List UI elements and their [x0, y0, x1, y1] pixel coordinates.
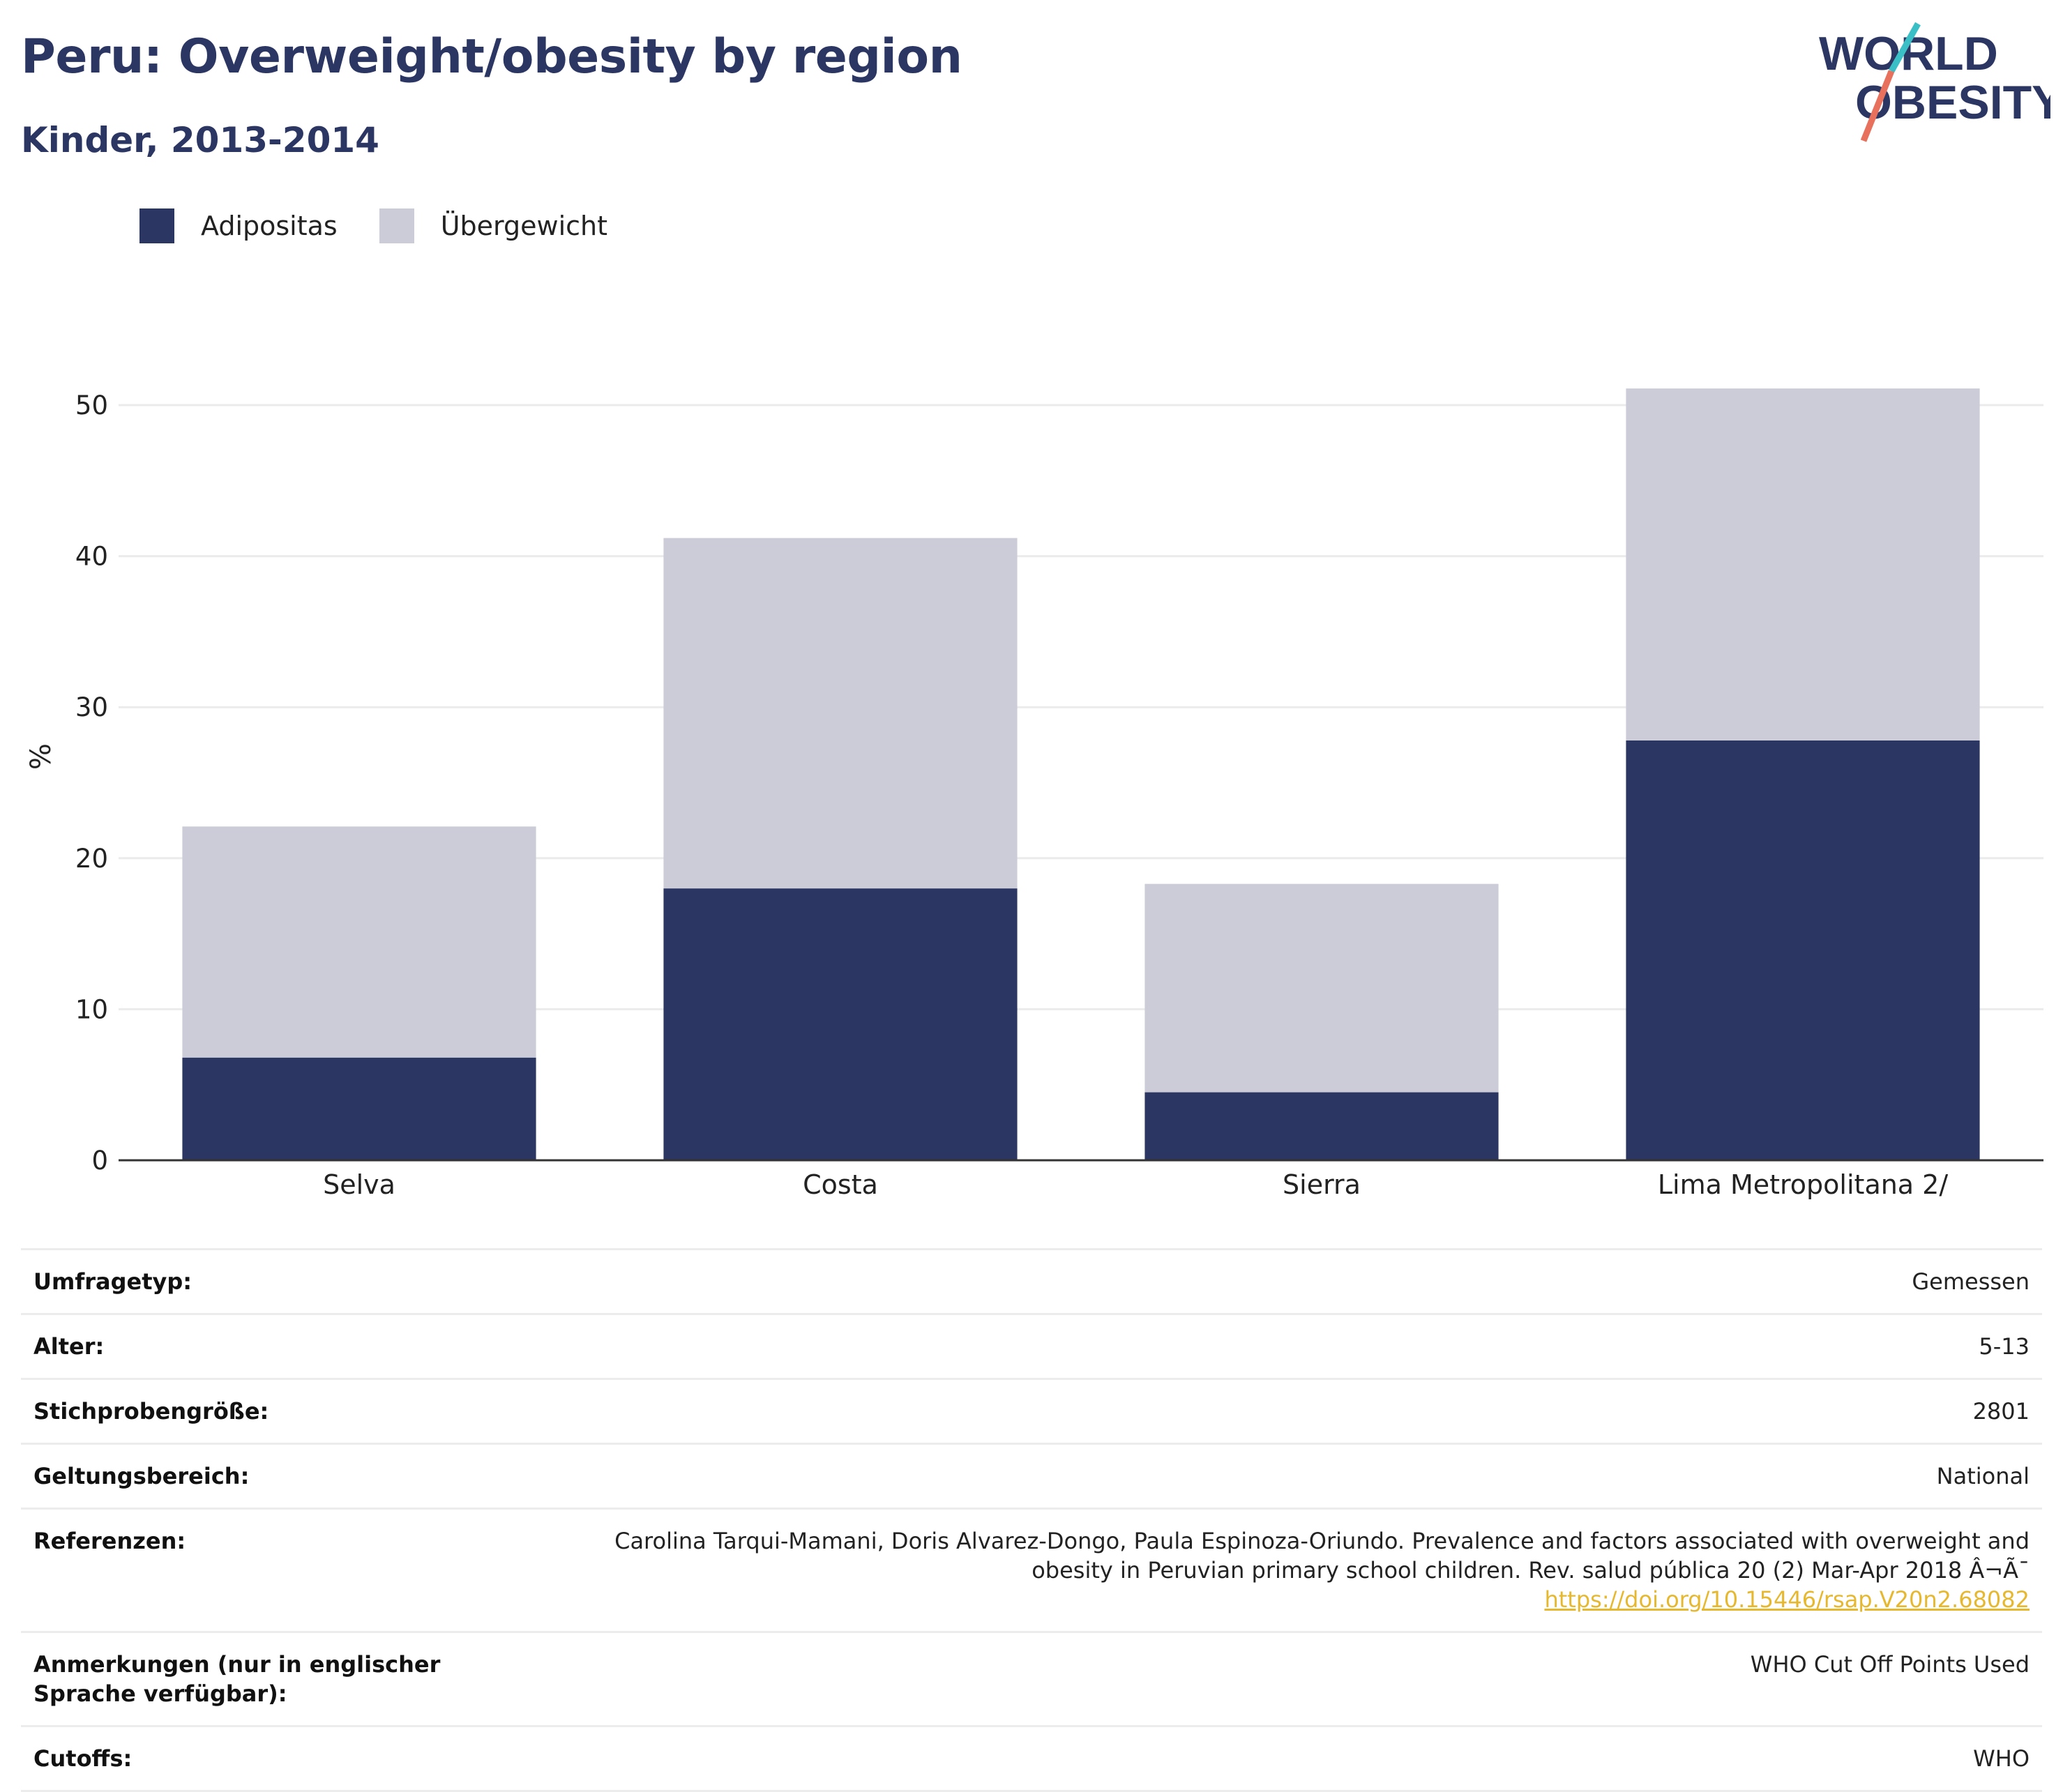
info-row-survey-type: Umfragetyp: Gemessen	[21, 1249, 2042, 1314]
bar-segment-overweight	[182, 826, 536, 1058]
y-tick-label: 50	[75, 390, 108, 420]
info-row-cutoffs: Cutoffs: WHO	[21, 1726, 2042, 1791]
info-value: National	[1936, 1463, 2030, 1489]
info-label: Anmerkungen (nur in englischer Sprache v…	[33, 1651, 441, 1707]
info-value: WHO Cut Off Points Used	[1750, 1651, 2030, 1678]
info-label: Stichprobengröße:	[33, 1398, 269, 1425]
legend-label-obesity: Adipositas	[201, 211, 338, 241]
info-row-scope: Geltungsbereich: National	[21, 1443, 2042, 1509]
info-label: Umfragetyp:	[33, 1268, 192, 1295]
x-tick-label: Sierra	[1283, 1169, 1361, 1200]
info-row-references: Referenzen: Carolina Tarqui-Mamani, Dori…	[21, 1508, 2042, 1632]
chart-subtitle: Kinder, 2013-2014	[21, 120, 379, 160]
info-row-notes: Anmerkungen (nur in englischer Sprache v…	[21, 1632, 2042, 1726]
info-value: Carolina Tarqui-Mamani, Doris Alvarez-Do…	[534, 1509, 2042, 1632]
bar-segment-overweight	[1144, 883, 1499, 1093]
logo-slash-top	[1889, 22, 1921, 73]
info-table: Umfragetyp: Gemessen Alter: 5-13 Stichpr…	[21, 1248, 2042, 1792]
info-value: WHO	[1973, 1745, 2030, 1772]
legend-swatch-obesity	[139, 208, 174, 243]
logo-slash-bottom	[1860, 70, 1895, 142]
info-label: Alter:	[33, 1333, 105, 1360]
chart-legend: Adipositas Übergewicht	[139, 208, 649, 244]
x-tick-label: Costa	[803, 1169, 878, 1200]
reference-text: Carolina Tarqui-Mamani, Doris Alvarez-Do…	[614, 1528, 2030, 1584]
bar-segment-obesity	[182, 1057, 536, 1160]
y-tick-label: 20	[75, 844, 108, 874]
info-value: 5-13	[1979, 1333, 2030, 1360]
info-value: 2801	[1972, 1398, 2030, 1425]
info-row-sample-size: Stichprobengröße: 2801	[21, 1379, 2042, 1444]
stacked-bar-chart: 0 10 20 30 40 50 Selva Costa Sierra Lima Metropol…	[25, 388, 2043, 1200]
x-tick-label: Lima Metropolitana 2/	[1658, 1169, 1949, 1200]
legend-label-overweight: Übergewicht	[440, 211, 607, 241]
y-tick-label: 0	[91, 1146, 108, 1176]
info-label: Cutoffs:	[33, 1745, 133, 1772]
bar-segment-overweight	[663, 538, 1018, 889]
y-tick-label: 10	[75, 994, 108, 1024]
info-label: Geltungsbereich:	[33, 1463, 250, 1489]
info-value: Gemessen	[1912, 1268, 2030, 1295]
chart-title: Peru: Overweight/obesity by region	[21, 29, 962, 84]
legend-swatch-overweight	[379, 208, 414, 243]
x-tick-label: Selva	[323, 1169, 395, 1200]
reference-link[interactable]: https://doi.org/10.15446/rsap.V20n2.6808…	[1544, 1586, 2030, 1613]
y-axis-label: %	[25, 743, 57, 770]
bar-segment-obesity	[1144, 1092, 1499, 1160]
bar-segment-obesity	[663, 888, 1018, 1160]
legend-item-obesity: Adipositas	[139, 208, 338, 243]
bar-segment-obesity	[1626, 740, 1980, 1160]
world-obesity-logo: WORLD OBESITY	[1819, 22, 2050, 142]
info-label: Referenzen:	[33, 1528, 186, 1554]
y-tick-label: 30	[75, 692, 108, 722]
bar-segment-overweight	[1626, 388, 1980, 741]
y-tick-label: 40	[75, 542, 108, 572]
legend-item-overweight: Übergewicht	[379, 208, 607, 243]
info-row-age: Alter: 5-13	[21, 1314, 2042, 1379]
